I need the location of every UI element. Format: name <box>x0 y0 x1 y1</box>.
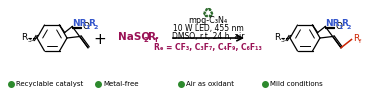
Text: R: R <box>148 32 156 42</box>
Text: R: R <box>274 33 280 42</box>
Text: Metal-free: Metal-free <box>103 81 139 87</box>
Text: R: R <box>341 19 348 28</box>
Text: NR: NR <box>73 19 87 28</box>
Text: DMSO, r.t, 24 h, air: DMSO, r.t, 24 h, air <box>172 31 244 41</box>
Text: 3: 3 <box>28 39 32 44</box>
Text: NR: NR <box>325 19 340 28</box>
Text: ♻: ♻ <box>202 7 214 21</box>
Text: R: R <box>353 34 359 43</box>
Text: 2: 2 <box>94 25 98 30</box>
Text: mpg-C₃N₄: mpg-C₃N₄ <box>189 16 228 25</box>
Text: Rₑ = CF₃, C₃F₇, C₄F₉, C₆F₁₃: Rₑ = CF₃, C₃F₇, C₄F₉, C₆F₁₃ <box>154 43 262 52</box>
Text: Recyclable catalyst: Recyclable catalyst <box>16 81 84 87</box>
Text: R: R <box>21 33 27 42</box>
Text: f: f <box>358 39 361 44</box>
Text: +: + <box>94 33 106 47</box>
Text: 1: 1 <box>85 25 90 30</box>
Text: f: f <box>155 36 158 42</box>
Text: Air as oxidant: Air as oxidant <box>186 81 234 87</box>
Text: Mild conditions: Mild conditions <box>270 81 322 87</box>
Text: 1: 1 <box>338 25 342 30</box>
Text: 2: 2 <box>144 36 149 42</box>
Text: O: O <box>336 22 342 31</box>
Text: O: O <box>82 22 90 31</box>
Text: 10 W LED, 455 nm: 10 W LED, 455 nm <box>173 24 243 33</box>
Text: 2: 2 <box>347 25 351 30</box>
Text: R: R <box>88 19 95 28</box>
Text: 3: 3 <box>281 39 285 44</box>
Text: NaSO: NaSO <box>118 32 150 42</box>
